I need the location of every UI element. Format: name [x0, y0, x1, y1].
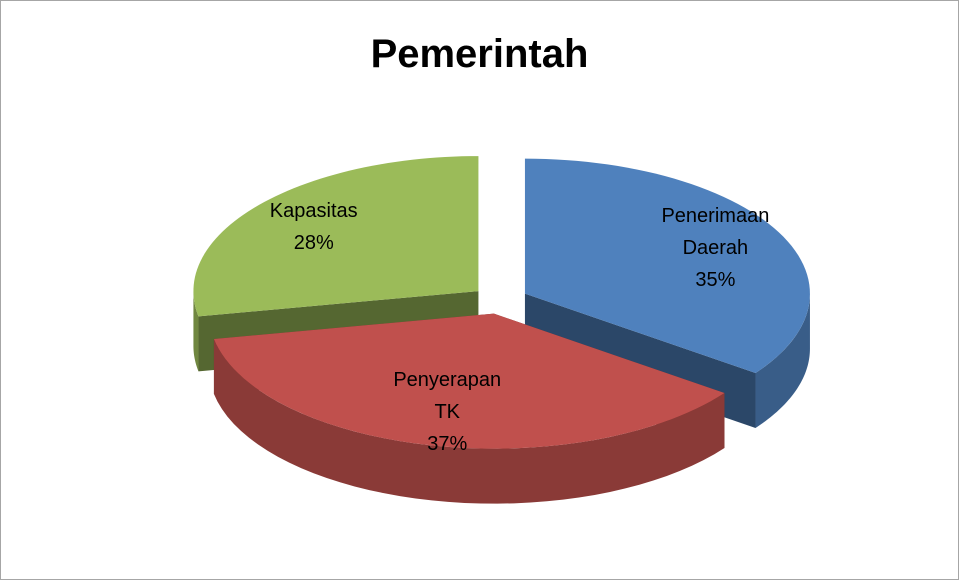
data-label: Kapasitas 28%: [244, 195, 384, 259]
value-label: 28%: [293, 231, 334, 254]
slice-top: [213, 313, 725, 449]
value-label: 37%: [427, 433, 468, 456]
slice-top: [524, 158, 810, 373]
chart-title: Pemerintah: [370, 32, 589, 76]
data-label: Penyerapan TK 37%: [377, 364, 517, 460]
value-label: 35%: [695, 268, 736, 291]
slice-top: [193, 156, 479, 317]
category-label: Penyerapan TK: [393, 369, 502, 424]
slice-wall: [755, 293, 810, 428]
category-label: Penerimaan Daerah: [661, 204, 770, 259]
data-label: Penerimaan Daerah 35%: [645, 200, 785, 296]
pie-slice: [213, 313, 725, 504]
slice-wall: [213, 338, 725, 504]
category-label: Kapasitas: [269, 199, 358, 222]
slice-wall: [193, 291, 199, 372]
